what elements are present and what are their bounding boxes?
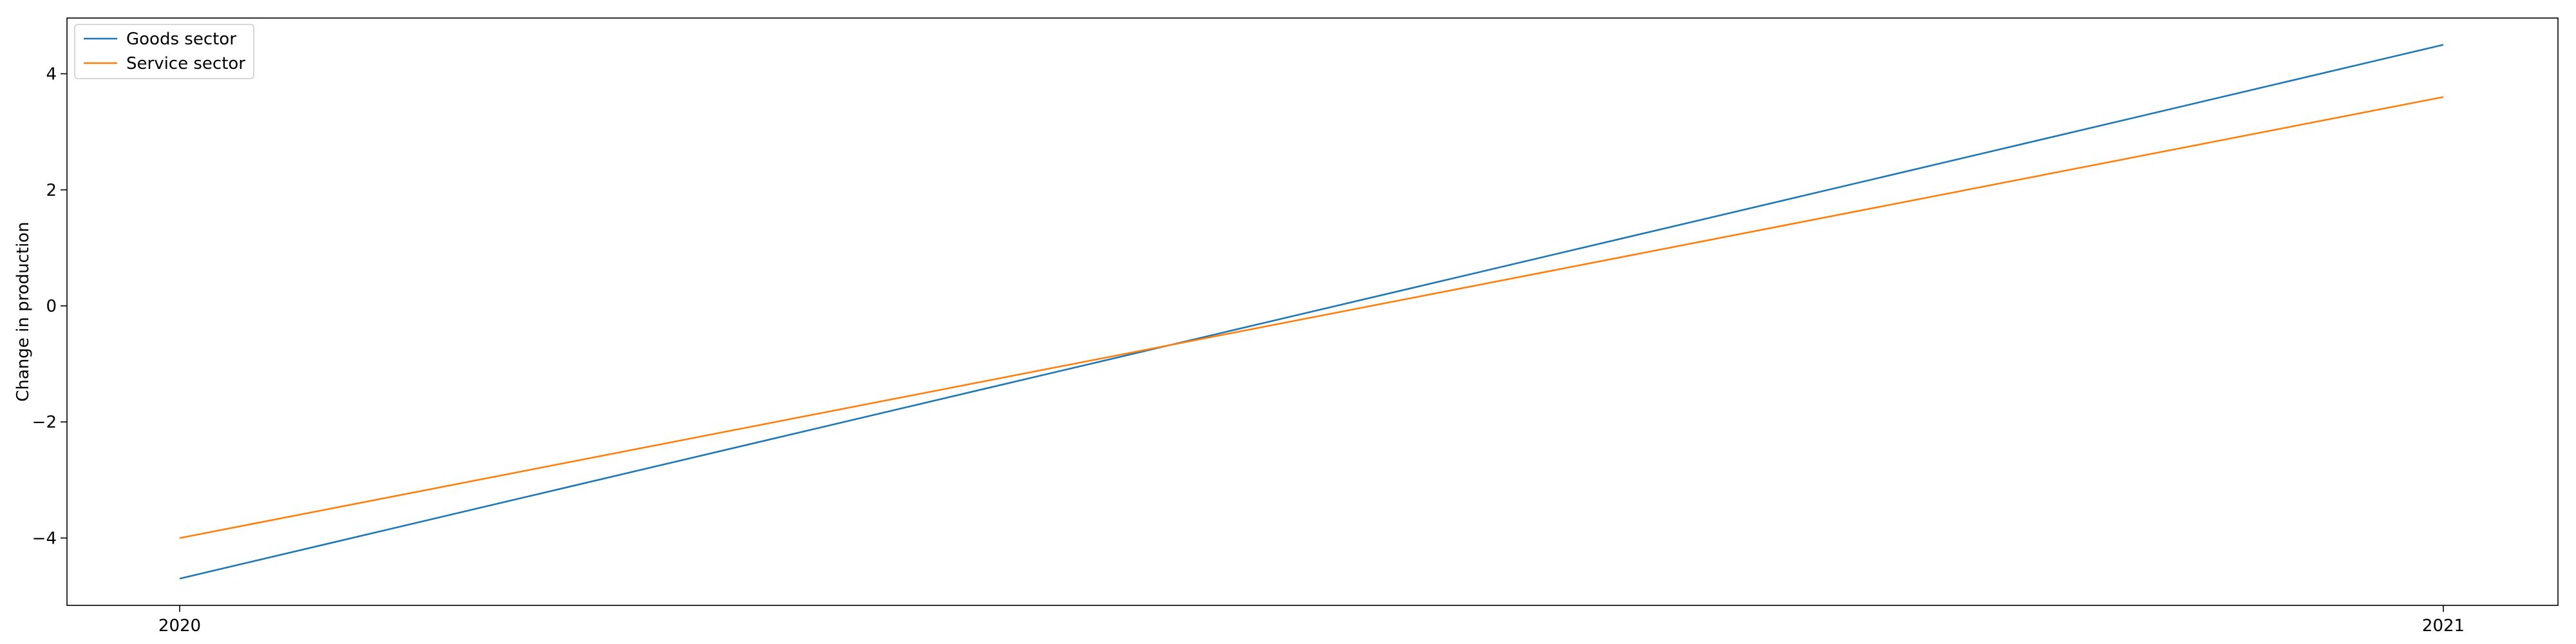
- legend-label-0: Goods sector: [126, 30, 236, 49]
- legend-box: [74, 24, 254, 79]
- y-tick-label: 0: [46, 297, 57, 316]
- y-tick-label: 2: [46, 181, 57, 200]
- series-line-1: [179, 96, 2444, 539]
- y-tick-label: −4: [32, 529, 57, 548]
- chart-marks: [179, 44, 2444, 580]
- legend: Goods sector Service sector: [74, 24, 254, 79]
- legend-label-1: Service sector: [126, 54, 245, 73]
- x-axis: 2020 2021: [158, 605, 2465, 636]
- y-axis: −4 −2 0 2 4: [32, 65, 67, 548]
- y-tick-label: 4: [46, 65, 57, 84]
- plot-frame: [66, 17, 2559, 606]
- y-tick-label: −2: [32, 413, 57, 432]
- y-axis-label: Change in production: [14, 222, 33, 401]
- series-line-0: [179, 44, 2444, 580]
- x-tick-label: 2020: [158, 616, 201, 636]
- x-tick-label: 2021: [2422, 616, 2465, 636]
